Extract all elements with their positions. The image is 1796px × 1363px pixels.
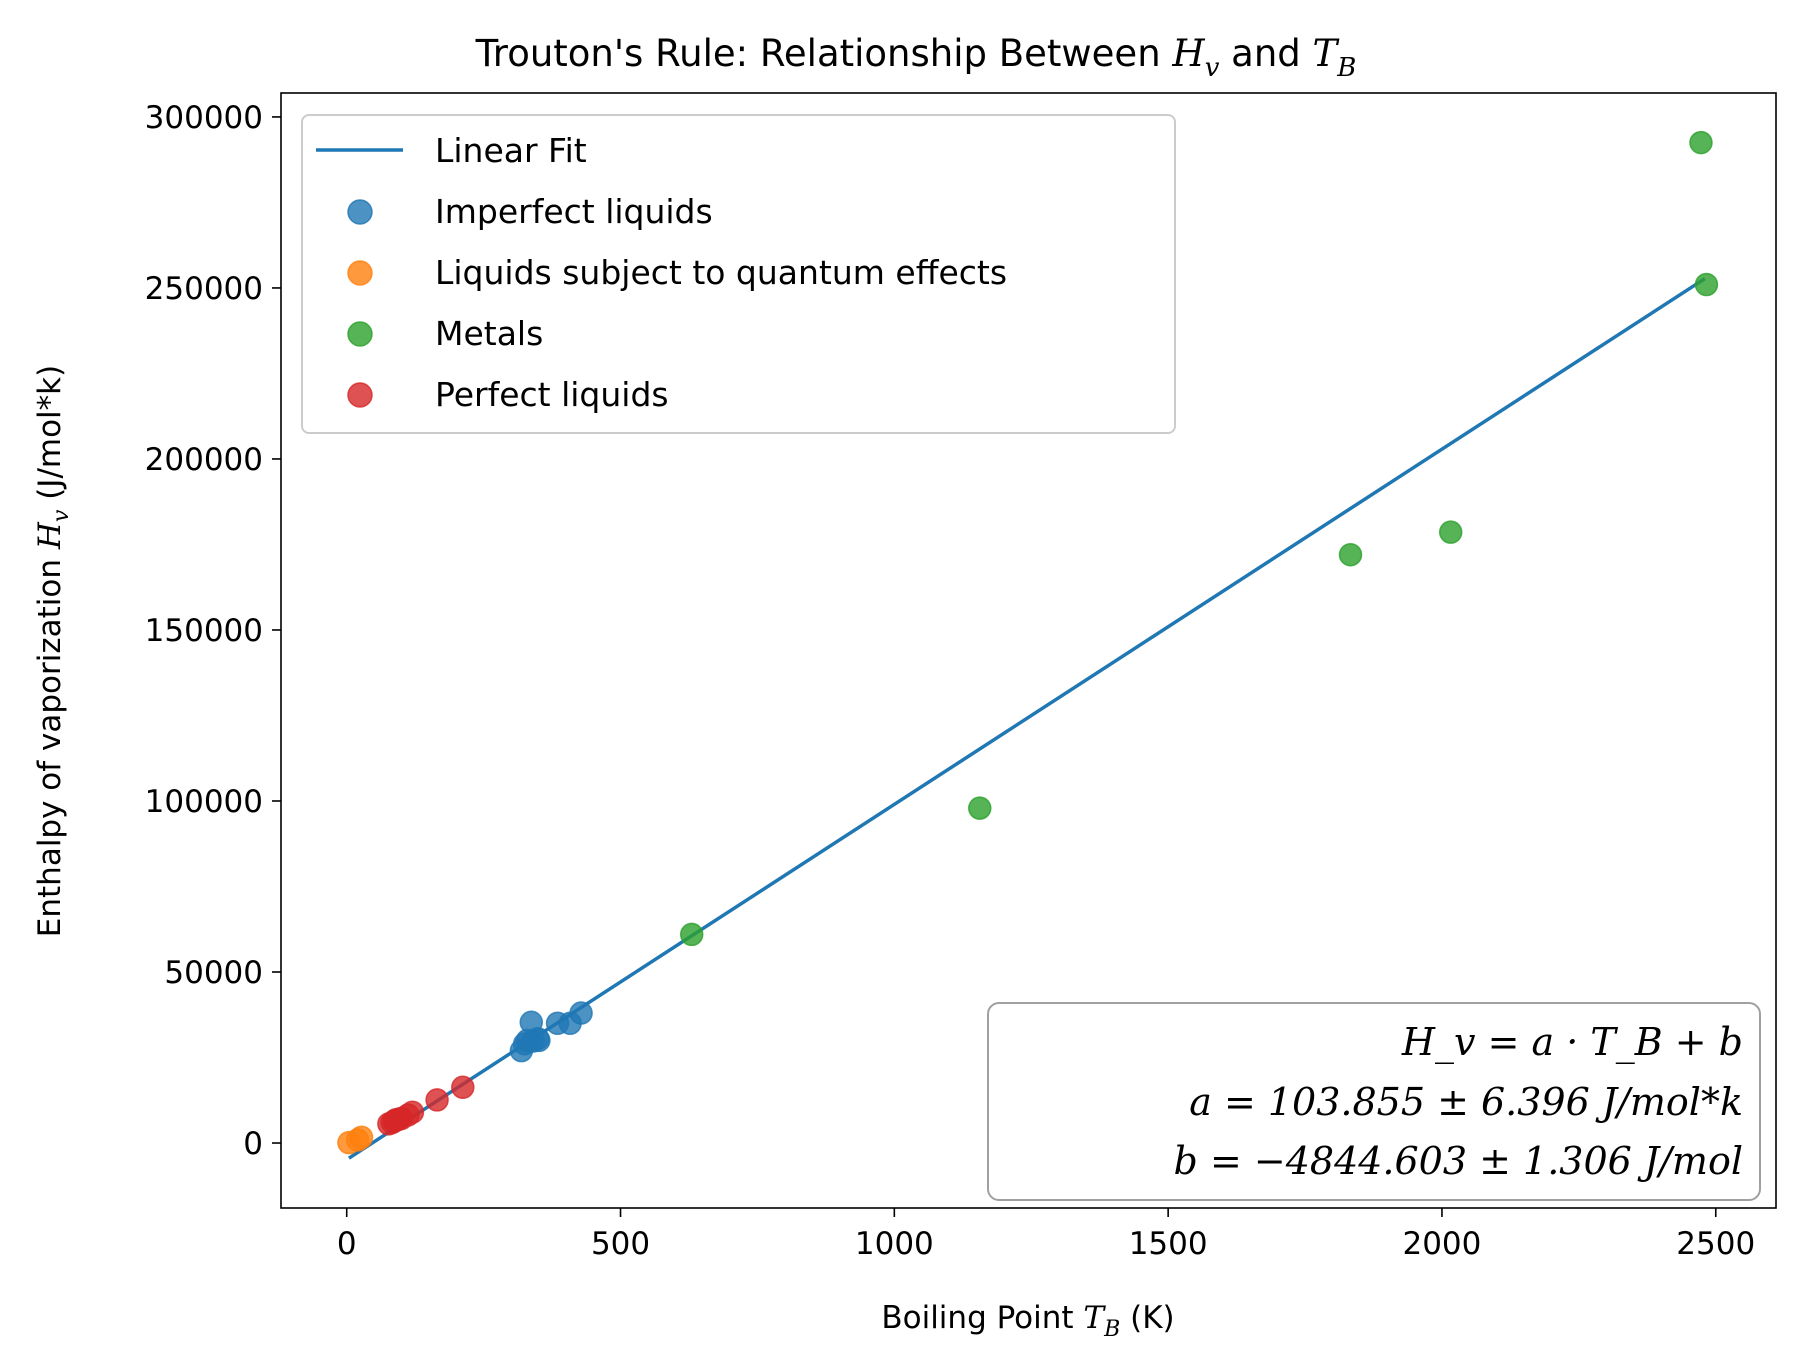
legend-label-metals: Metals [435, 314, 543, 353]
legend-box [301, 114, 1176, 434]
y-tick-label: 300000 [145, 100, 263, 136]
scatter-point-metals [1689, 130, 1713, 155]
scatter-point-perfect [425, 1088, 449, 1112]
legend-label-linear-fit: Linear Fit [435, 131, 587, 170]
legend-label-perfect: Perfect liquids [435, 375, 669, 414]
y-tick-label: 150000 [145, 613, 263, 649]
x-tick-label: 0 [337, 1226, 357, 1262]
plot-area-frame [280, 92, 1777, 1209]
legend-label-imperfect: Imperfect liquids [435, 192, 713, 231]
y-tick-label: 250000 [145, 271, 263, 307]
annotation-line-1: H_v = a · T_B + b [1401, 1020, 1743, 1065]
y-axis-label: Enthalpy of vaporization Hv (J/mol*k) [32, 365, 74, 937]
scatter-point-quantum [349, 1125, 374, 1149]
scatter-point-metals [1694, 272, 1719, 297]
scatter-point-imperfect [569, 1001, 593, 1025]
x-axis-ticks: 0 500 1000 1500 2000 2500 [337, 1208, 1755, 1262]
scatter-point-metals [968, 796, 992, 820]
legend-marker-quantum [347, 260, 373, 286]
annotation-line-2: a = 103.855 ± 6.396 J/mol*k [1189, 1080, 1743, 1124]
y-tick-label: 50000 [164, 955, 263, 991]
scatter-point-metals [1338, 542, 1363, 567]
scatter-point-metals [1438, 520, 1463, 544]
y-axis-ticks: 0 50000 100000 150000 200000 250000 300000 [145, 100, 281, 1162]
scatter-points-layer [337, 130, 1719, 1155]
legend-marker-imperfect [347, 199, 373, 225]
x-axis-label: Boiling Point TB (K) [881, 1300, 1174, 1342]
chart-title: Trouton's Rule: Relationship Between Hv … [475, 32, 1357, 83]
x-tick-label: 1500 [1129, 1226, 1208, 1262]
y-tick-label: 0 [243, 1126, 263, 1162]
y-tick-label: 100000 [145, 784, 263, 820]
scatter-point-perfect [451, 1075, 475, 1100]
annotation-line-3: b = −4844.603 ± 1.306 J/mol [1174, 1139, 1743, 1183]
legend: Linear Fit Imperfect liquids Liquids sub… [301, 114, 1176, 434]
x-tick-label: 500 [591, 1226, 650, 1262]
legend-marker-metals [347, 321, 373, 347]
x-tick-label: 2000 [1402, 1226, 1481, 1262]
scatter-point-metals [679, 922, 704, 947]
legend-label-quantum: Liquids subject to quantum effects [435, 253, 1007, 292]
x-tick-label: 2500 [1676, 1226, 1755, 1262]
x-tick-label: 1000 [855, 1226, 934, 1262]
scatter-point-perfect [400, 1100, 425, 1124]
annotation-box [987, 1002, 1761, 1201]
y-tick-label: 200000 [145, 442, 263, 478]
scatter-point-imperfect [527, 1028, 551, 1053]
fit-annotation: H_v = a · T_B + b a = 103.855 ± 6.396 J/… [987, 1002, 1761, 1201]
legend-marker-perfect [347, 382, 373, 408]
